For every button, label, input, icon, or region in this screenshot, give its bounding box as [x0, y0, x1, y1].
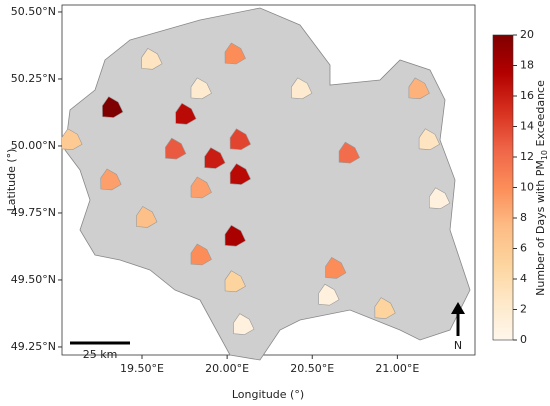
y-tick-label: 49.25°N	[11, 340, 56, 353]
municipality	[102, 96, 124, 118]
municipality	[224, 42, 246, 65]
north-arrow-head	[451, 302, 465, 314]
municipality	[229, 163, 251, 185]
municipality	[374, 297, 396, 319]
y-tick-label: 50.50°N	[11, 5, 56, 18]
scale-bar-label: 25 km	[83, 348, 118, 361]
colorbar-tick-label: 16	[520, 89, 534, 102]
colorbar-tick-label: 14	[520, 120, 534, 133]
municipality	[141, 48, 163, 70]
municipality	[224, 270, 246, 293]
municipality	[136, 206, 158, 228]
municipality	[204, 147, 226, 169]
municipality	[418, 128, 440, 151]
municipality	[233, 313, 255, 335]
colorbar-tick-label: 12	[520, 150, 534, 163]
y-tick-label: 50.00°N	[11, 139, 56, 152]
municipality	[61, 128, 83, 151]
municipality	[165, 137, 187, 160]
municipality	[325, 257, 347, 279]
colorbar-label-sub: 10	[540, 150, 549, 160]
municipality	[291, 77, 313, 100]
municipality	[408, 77, 430, 100]
north-label: N	[454, 339, 462, 352]
municipality	[318, 283, 340, 306]
region-outline	[64, 7, 471, 361]
y-tick-label: 49.50°N	[11, 273, 56, 286]
municipality	[338, 141, 360, 164]
colorbar-label-text: Number of Days with PM	[534, 160, 547, 296]
colorbar	[492, 34, 514, 341]
y-tick-label: 50.25°N	[11, 72, 56, 85]
colorbar-tick-label: 18	[520, 59, 534, 72]
municipality	[428, 187, 451, 210]
y-axis-label: Latitude (°)	[5, 149, 18, 212]
x-tick-label: 21.00°E	[375, 362, 419, 375]
municipality	[190, 243, 212, 266]
y-tick-label: 49.75°N	[11, 206, 56, 219]
colorbar-tick-label: 8	[520, 211, 527, 224]
municipality	[190, 77, 212, 100]
colorbar-tick-label: 4	[520, 272, 527, 285]
colorbar-tick-label: 20	[520, 28, 534, 41]
municipality	[229, 128, 251, 151]
municipality	[175, 102, 197, 125]
colorbar-tick-label: 6	[520, 242, 527, 255]
x-tick-label: 19.50°E	[120, 362, 164, 375]
x-tick-label: 20.50°E	[290, 362, 334, 375]
colorbar-tick-label: 10	[520, 181, 534, 194]
colorbar-label: Number of Days with PM10 Exceedance	[534, 80, 549, 296]
x-tick-label: 20.00°E	[205, 362, 249, 375]
colorbar-tick-label: 2	[520, 303, 527, 316]
municipality	[224, 224, 246, 247]
municipality	[190, 176, 212, 199]
municipality	[100, 168, 122, 191]
x-axis-label: Longitude (°)	[232, 388, 304, 401]
colorbar-tick-label: 0	[520, 333, 527, 346]
colorbar-label-text: Exceedance	[534, 80, 547, 150]
